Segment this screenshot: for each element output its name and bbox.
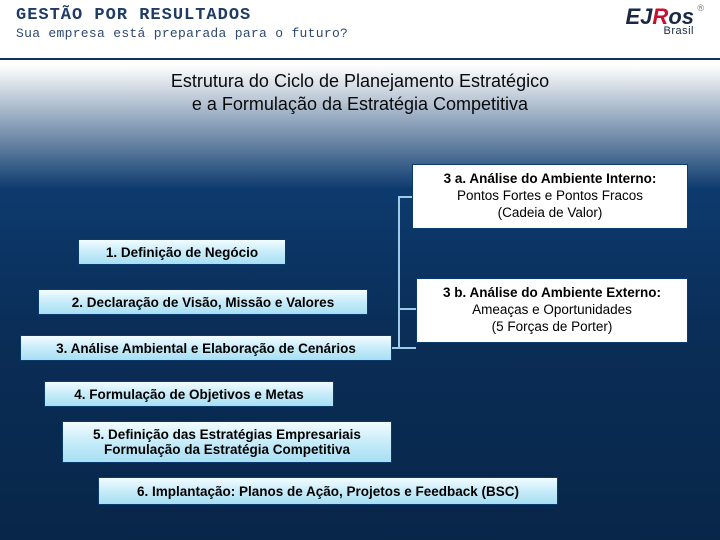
slide-title: Estrutura do Ciclo de Planejamento Estra… <box>0 70 720 115</box>
step-4: 4. Formulação de Objetivos e Metas <box>44 381 334 407</box>
connector-3-to-3a-v <box>398 196 400 348</box>
panel-3b: 3 b. Análise do Ambiente Externo: Ameaça… <box>416 278 688 343</box>
panel-3a-line1: Pontos Fortes e Pontos Fracos <box>423 188 677 205</box>
step-3: 3. Análise Ambiental e Elaboração de Cen… <box>20 335 392 361</box>
panel-3a-title: 3 a. Análise do Ambiente Interno: <box>423 171 677 188</box>
step-6-label: 6. Implantação: Planos de Ação, Projetos… <box>137 484 519 499</box>
step-5: 5. Definição das Estratégias Empresariai… <box>62 421 392 463</box>
connector-3b-h <box>398 308 416 310</box>
panel-3a-line2: (Cadeia de Valor) <box>423 205 677 222</box>
header-left: GESTÃO POR RESULTADOS Sua empresa está p… <box>16 6 348 42</box>
logo-text-ej: EJ <box>626 4 653 29</box>
panel-3a: 3 a. Análise do Ambiente Interno: Pontos… <box>412 164 688 229</box>
panel-3b-line2: (5 Forças de Porter) <box>427 319 677 336</box>
slide-title-line1: Estrutura do Ciclo de Planejamento Estra… <box>171 71 549 91</box>
panel-3b-line1: Ameaças e Oportunidades <box>427 302 677 319</box>
step-2: 2. Declaração de Visão, Missão e Valores <box>38 289 368 315</box>
header-title: GESTÃO POR RESULTADOS <box>16 6 348 26</box>
step-6: 6. Implantação: Planos de Ação, Projetos… <box>98 477 558 505</box>
step-1: 1. Definição de Negócio <box>78 239 286 265</box>
registered-icon: ® <box>697 4 704 13</box>
logo: ® EJRos Brasil <box>626 6 705 37</box>
header-divider <box>0 58 720 60</box>
connector-3-to-3a-h <box>392 347 416 349</box>
header: GESTÃO POR RESULTADOS Sua empresa está p… <box>0 0 720 62</box>
connector-3a-h <box>398 196 412 198</box>
slide-title-line2: e a Formulação da Estratégia Competitiva <box>192 94 528 114</box>
panel-3b-title: 3 b. Análise do Ambiente Externo: <box>427 285 677 302</box>
header-subtitle: Sua empresa está preparada para o futuro… <box>16 26 348 42</box>
